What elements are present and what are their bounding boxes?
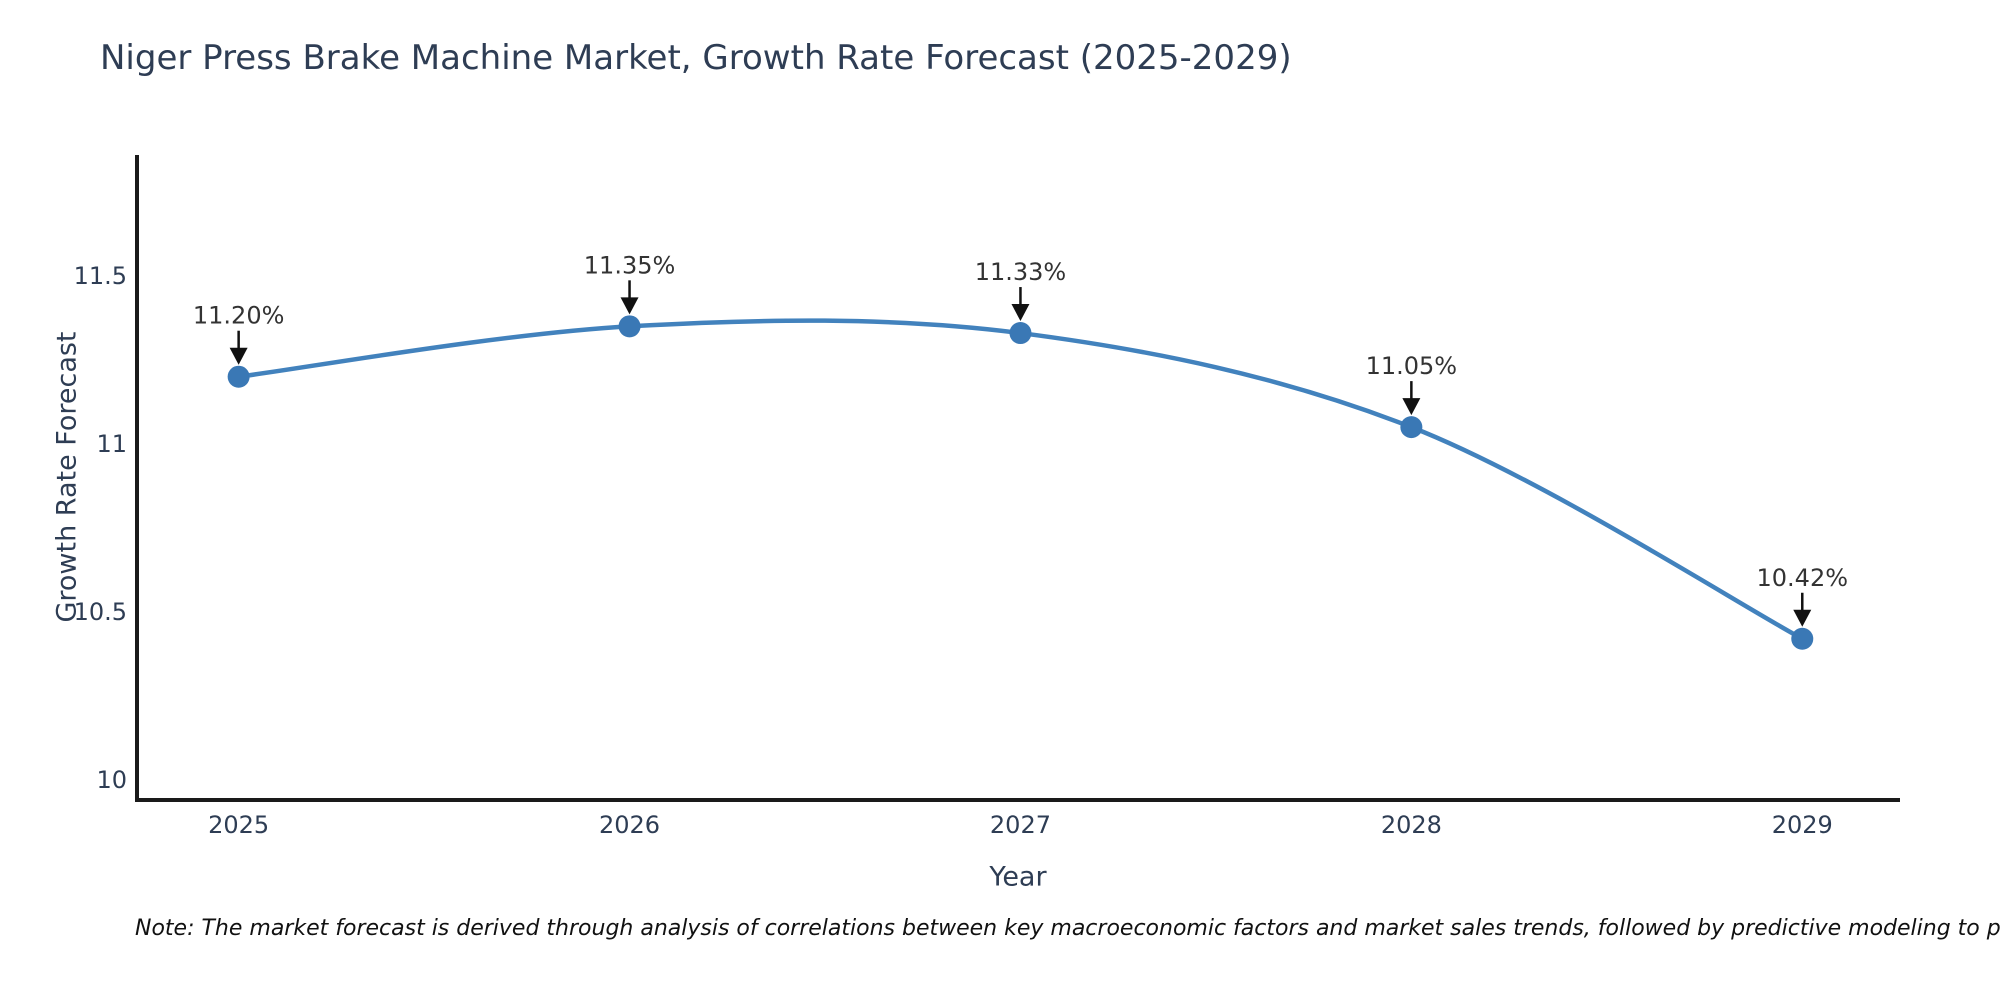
data-point-marker — [1791, 627, 1814, 650]
x-tick-label: 2026 — [599, 811, 660, 839]
data-point-label: 11.33% — [975, 258, 1067, 286]
x-tick-label: 2027 — [990, 811, 1051, 839]
annotation-arrow-head — [1402, 398, 1421, 416]
data-point-marker — [1009, 322, 1032, 345]
x-tick-label: 2025 — [208, 811, 269, 839]
data-point-label: 11.35% — [584, 251, 676, 279]
annotation-arrow-head — [620, 297, 639, 315]
chart-title: Niger Press Brake Machine Market, Growth… — [100, 38, 1292, 78]
data-point-label: 11.20% — [193, 302, 285, 330]
annotation-arrow-head — [229, 347, 248, 365]
data-point-marker — [618, 315, 641, 338]
y-tick-label: 11.5 — [74, 262, 127, 290]
x-tick-label: 2028 — [1381, 811, 1442, 839]
data-point-label: 10.42% — [1757, 564, 1849, 592]
y-tick-label: 11 — [96, 430, 127, 458]
x-axis-title: Year — [989, 861, 1047, 893]
data-point-marker — [227, 365, 250, 388]
x-tick-label: 2029 — [1772, 811, 1833, 839]
data-point-marker — [1400, 416, 1423, 439]
footnote-text: Note: The market forecast is derived thr… — [135, 916, 2000, 941]
data-point-label: 11.05% — [1366, 352, 1458, 380]
annotation-arrow-head — [1011, 304, 1030, 322]
line-series — [236, 318, 1805, 641]
annotation-arrow-head — [1793, 609, 1812, 627]
y-tick-label: 10.5 — [74, 598, 127, 626]
y-tick-label: 10 — [96, 766, 127, 794]
